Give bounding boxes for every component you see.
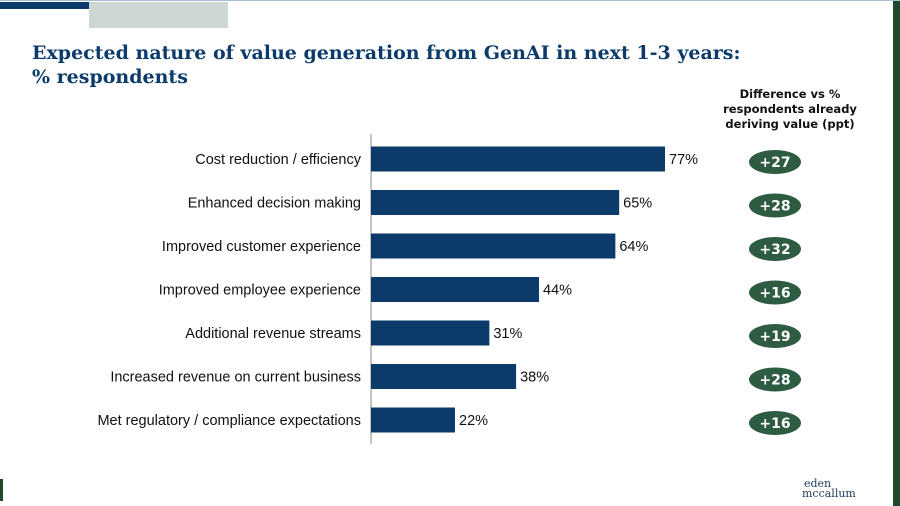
data-label: 44%	[543, 283, 572, 299]
difference-badge	[749, 411, 801, 435]
bar	[371, 320, 490, 346]
bar	[371, 364, 517, 389]
data-label: 31%	[493, 326, 522, 342]
difference-badge	[749, 237, 801, 261]
difference-value: +32	[759, 242, 790, 258]
eden-mccallum-logo: eden mccallum	[802, 477, 856, 500]
chart-title: Expected nature of value generation from…	[32, 41, 741, 89]
right-accent-bar	[893, 1, 900, 506]
difference-badge	[749, 150, 801, 174]
diff-header-line: deriving value (ppt)	[725, 117, 855, 131]
data-label: 22%	[459, 413, 488, 429]
category-label: Improved customer experience	[162, 239, 361, 255]
difference-value: +19	[759, 329, 790, 345]
bar	[371, 190, 620, 215]
category-label: Improved employee experience	[159, 283, 361, 299]
category-label: Enhanced decision making	[188, 196, 361, 212]
title-line-1: Expected nature of value generation from…	[32, 42, 741, 64]
top-grey-block	[89, 2, 228, 28]
difference-value: +16	[759, 286, 790, 302]
difference-badge	[749, 367, 801, 392]
difference-badge	[749, 324, 801, 348]
title-line-2: % respondents	[32, 66, 188, 88]
category-label: Increased revenue on current business	[110, 370, 361, 386]
data-label: 65%	[623, 196, 652, 212]
difference-value: +16	[759, 416, 790, 432]
bar	[371, 277, 539, 302]
difference-badge	[749, 280, 801, 305]
left-accent-line	[0, 479, 3, 501]
difference-value: +28	[759, 373, 790, 389]
difference-header: Difference vs % respondents already deri…	[705, 87, 875, 132]
difference-value: +27	[759, 155, 790, 171]
difference-value: +28	[759, 199, 790, 215]
data-label: 38%	[520, 370, 549, 386]
category-label: Cost reduction / efficiency	[195, 152, 362, 168]
category-label: Met regulatory / compliance expectations	[97, 413, 361, 429]
diff-header-line: respondents already	[723, 102, 857, 116]
diff-header-line: Difference vs %	[739, 87, 841, 101]
bar	[371, 407, 455, 433]
data-label: 77%	[669, 152, 698, 168]
bar	[371, 146, 665, 172]
difference-badge	[749, 193, 801, 218]
bar	[371, 233, 616, 259]
data-label: 64%	[619, 239, 648, 255]
category-label: Additional revenue streams	[185, 326, 361, 342]
top-accent-bar	[0, 2, 165, 9]
